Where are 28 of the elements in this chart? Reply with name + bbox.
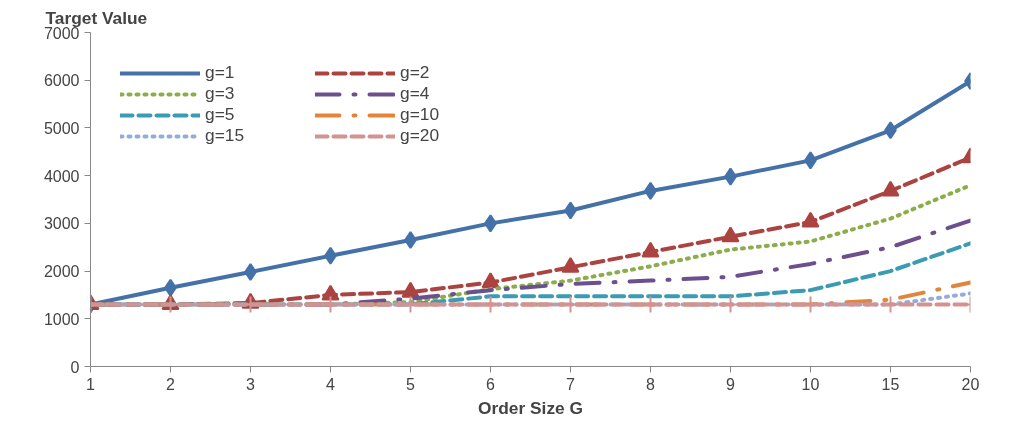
legend-label: g=5 — [205, 104, 236, 125]
x-tick-label: 20 — [961, 375, 980, 393]
x-tick-label: 10 — [801, 375, 820, 393]
y-tick-label: 6000 — [43, 72, 80, 90]
legend-label: g=4 — [400, 83, 431, 104]
x-tick-label: 9 — [726, 375, 736, 393]
x-tick-label: 3 — [246, 375, 256, 393]
y-tick-label: 3000 — [43, 215, 80, 233]
y-tick-label: 1000 — [43, 310, 80, 328]
y-tick-label: 4000 — [43, 167, 80, 185]
x-tick-label: 1 — [86, 375, 96, 393]
x-tick-label: 5 — [406, 375, 416, 393]
legend-label: g=2 — [400, 62, 431, 83]
x-tick-label: 6 — [486, 375, 496, 393]
x-tick-label: 15 — [881, 375, 900, 393]
x-tick-label: 8 — [646, 375, 656, 393]
y-tick-label: 0 — [70, 358, 80, 376]
y-tick-label: 2000 — [43, 263, 80, 281]
x-tick-label: 7 — [566, 375, 576, 393]
x-tick-label: 4 — [326, 375, 336, 393]
legend-label: g=15 — [205, 125, 246, 146]
x-axis-title: Order Size G — [478, 397, 583, 418]
legend-label: g=3 — [205, 83, 236, 104]
legend-label: g=20 — [400, 125, 441, 146]
y-tick-label: 5000 — [43, 119, 80, 137]
legend-label: g=1 — [205, 62, 236, 83]
legend-label: g=10 — [400, 104, 441, 125]
x-tick-label: 2 — [166, 375, 176, 393]
